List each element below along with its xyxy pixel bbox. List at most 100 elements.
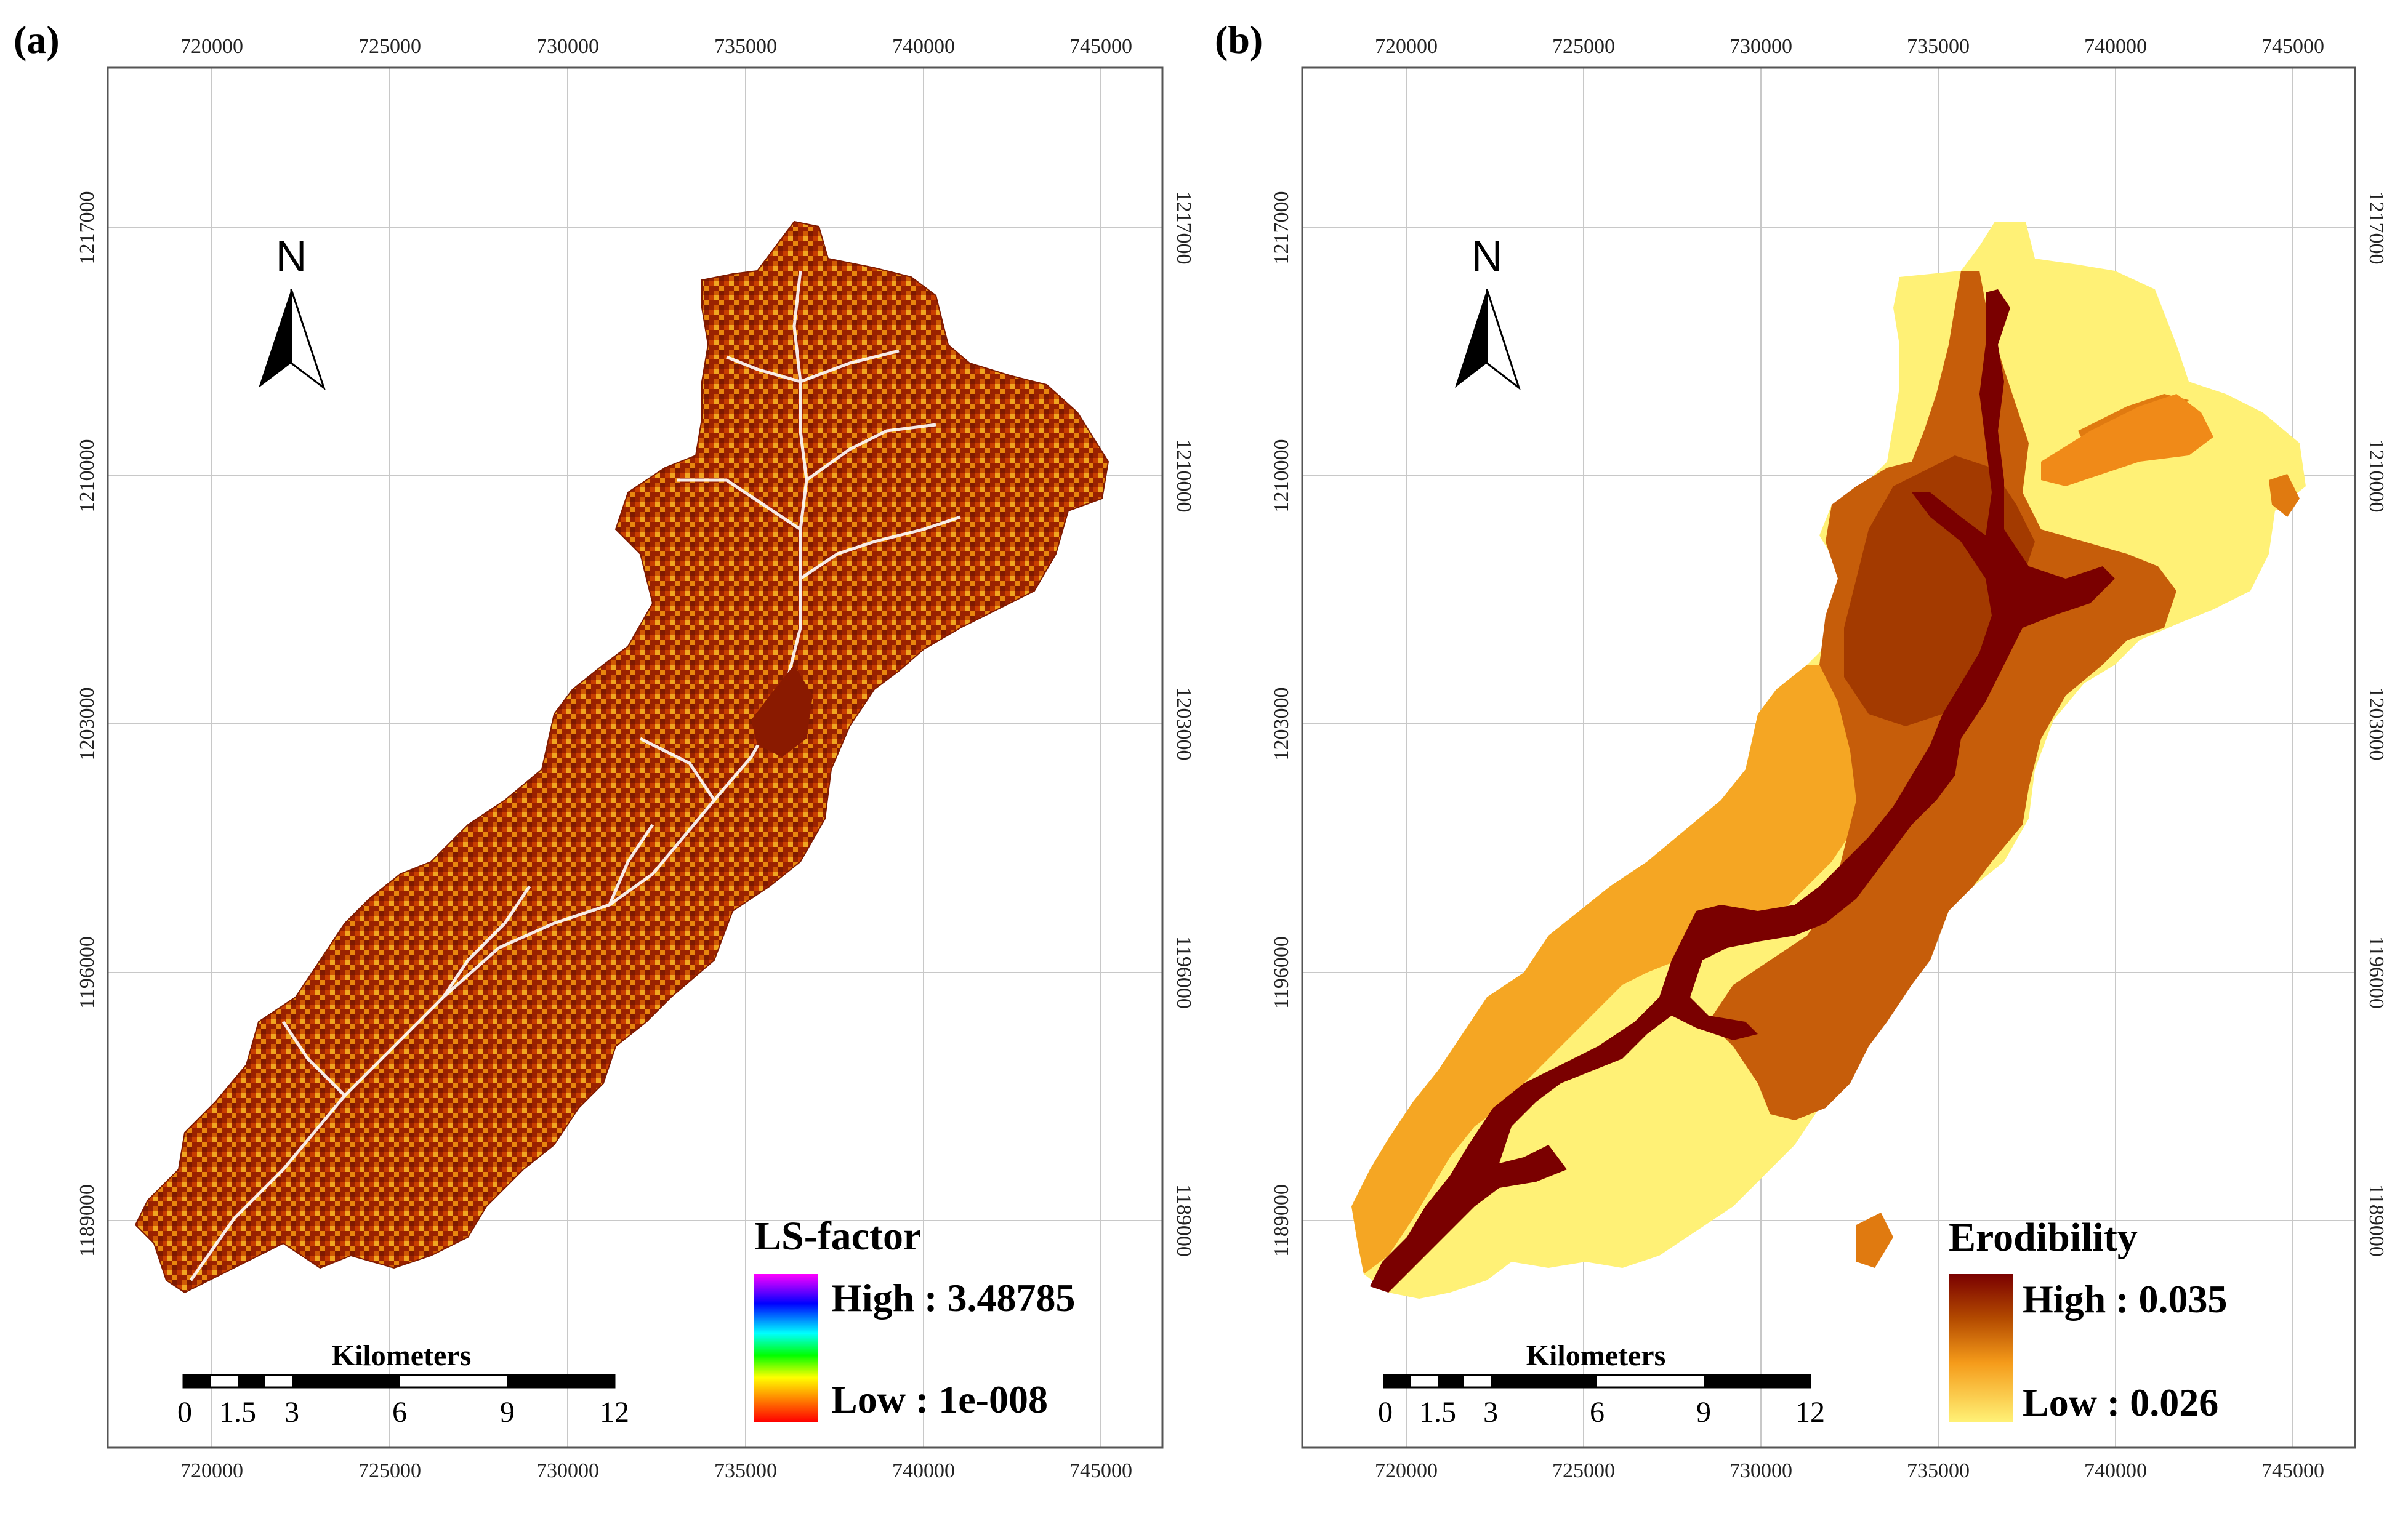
x-tick-label: 735000 (714, 35, 777, 58)
y-tick-label: 1203000 (76, 688, 99, 761)
y-tick-label: 1196000 (2365, 936, 2388, 1009)
scale-tick: 9 (500, 1396, 515, 1429)
scale-tick: 1.5 (219, 1396, 256, 1429)
y-axis-left: 1217000 1210000 1203000 1196000 1189000 (76, 191, 99, 1257)
map-panel-b: (b) (1204, 0, 2407, 1516)
map-panel-a: (a) (14, 18, 1195, 1482)
x-tick-label: 735000 (1907, 35, 1970, 58)
x-tick-label: 740000 (892, 35, 955, 58)
erodibility-map: 720000 725000 730000 735000 740000 74500… (1270, 35, 2388, 1482)
legend-gradient (754, 1274, 818, 1422)
y-axis-right: 1217000 1210000 1203000 1196000 1189000 (2365, 191, 2388, 1257)
x-axis-bottom: 720000 725000 730000 735000 740000 74500… (180, 1459, 1132, 1482)
scale-title: Kilometers (332, 1339, 472, 1372)
y-tick-label: 1210000 (1270, 439, 1293, 513)
soil-zone-medium (1856, 1213, 1893, 1268)
x-tick-label: 725000 (358, 35, 421, 58)
soil-zone-medium (2269, 474, 2300, 517)
map-frame (107, 66, 1164, 1449)
stream-network (189, 270, 961, 1281)
legend-low: Low : 1e-008 (831, 1378, 1048, 1421)
legend-gradient (1949, 1274, 2013, 1422)
panel-label: (b) (1215, 18, 1263, 62)
legend-high: High : 3.48785 (831, 1276, 1075, 1320)
y-tick-label: 1210000 (76, 439, 99, 513)
scale-title: Kilometers (1526, 1339, 1666, 1372)
map-frame (1301, 66, 2356, 1449)
north-arrow: N (1455, 232, 1521, 391)
x-axis-bottom: 720000 725000 730000 735000 740000 74500… (1375, 1459, 2324, 1482)
x-tick-label: 745000 (2261, 35, 2324, 58)
x-tick-label: 735000 (1907, 1459, 1970, 1482)
x-tick-label: 725000 (1552, 1459, 1615, 1482)
scale-tick: 3 (1483, 1396, 1498, 1429)
x-tick-label: 730000 (1729, 35, 1792, 58)
x-tick-label: 730000 (536, 35, 599, 58)
x-tick-label: 745000 (1069, 35, 1132, 58)
y-tick-label: 1196000 (1270, 936, 1293, 1009)
ls-factor-map: 720000 725000 730000 735000 740000 74500… (76, 35, 1195, 1482)
legend-high: High : 0.035 (2023, 1277, 2227, 1321)
scale-tick: 0 (177, 1396, 192, 1429)
north-label: N (1472, 232, 1503, 280)
x-axis-top: 720000 725000 730000 735000 740000 74500… (180, 35, 1132, 58)
legend: LS-factor High : 3.48785 Low : 1e-008 (754, 1214, 1075, 1422)
y-tick-label: 1189000 (2365, 1184, 2388, 1257)
panel-label: (a) (14, 18, 60, 62)
scale-bar: Kilometers 0 1.5 3 6 9 12 (177, 1339, 629, 1429)
y-tick-label: 1203000 (1172, 688, 1195, 761)
scale-tick: 9 (1696, 1396, 1711, 1429)
y-axis-right: 1217000 1210000 1203000 1196000 1189000 (1172, 191, 1195, 1257)
legend: Erodibility High : 0.035 Low : 0.026 (1949, 1215, 2227, 1424)
soil-zone-high (1844, 455, 2035, 726)
y-tick-label: 1217000 (1270, 191, 1293, 265)
x-tick-label: 720000 (1375, 35, 1438, 58)
y-tick-label: 1217000 (2365, 191, 2388, 265)
scale-tick: 12 (600, 1396, 629, 1429)
x-tick-label: 735000 (714, 1459, 777, 1482)
x-tick-label: 745000 (2261, 1459, 2324, 1482)
soil-zone-very-high (1370, 289, 2115, 1293)
x-axis-top: 720000 725000 730000 735000 740000 74500… (1375, 35, 2324, 58)
soil-zone-medium (1351, 662, 1936, 1274)
scale-tick: 6 (392, 1396, 407, 1429)
legend-title: Erodibility (1949, 1215, 2138, 1260)
scale-tick: 1.5 (1419, 1396, 1456, 1429)
x-tick-label: 740000 (2084, 1459, 2147, 1482)
legend-low: Low : 0.026 (2023, 1381, 2218, 1424)
x-tick-label: 720000 (1375, 1459, 1438, 1482)
y-tick-label: 1217000 (76, 191, 99, 265)
x-tick-label: 720000 (180, 1459, 243, 1482)
y-tick-label: 1189000 (76, 1184, 99, 1257)
outlet-area (751, 665, 813, 757)
y-tick-label: 1203000 (1270, 688, 1293, 761)
x-tick-label: 730000 (536, 1459, 599, 1482)
scale-tick: 3 (284, 1396, 299, 1429)
y-tick-label: 1189000 (1172, 1184, 1195, 1257)
scale-bar: Kilometers 0 1.5 3 6 9 12 (1378, 1339, 1825, 1429)
north-arrow: N (259, 232, 326, 391)
y-tick-label: 1196000 (1172, 936, 1195, 1009)
y-tick-label: 1210000 (2365, 439, 2388, 513)
scale-tick: 6 (1590, 1396, 1605, 1429)
x-tick-label: 725000 (358, 1459, 421, 1482)
y-tick-label: 1210000 (1172, 439, 1195, 513)
y-tick-label: 1189000 (1270, 1184, 1293, 1257)
x-tick-label: 745000 (1069, 1459, 1132, 1482)
x-tick-label: 740000 (2084, 35, 2147, 58)
y-axis-left: 1217000 1210000 1203000 1196000 1189000 (1270, 191, 1293, 1257)
x-tick-label: 725000 (1552, 35, 1615, 58)
x-tick-label: 740000 (892, 1459, 955, 1482)
north-arrow-icon (259, 289, 291, 388)
scale-tick: 12 (1795, 1396, 1825, 1429)
y-tick-label: 1203000 (2365, 688, 2388, 761)
legend-title: LS-factor (754, 1214, 921, 1259)
y-tick-label: 1217000 (1172, 191, 1195, 265)
y-tick-label: 1196000 (76, 936, 99, 1009)
x-tick-label: 720000 (180, 35, 243, 58)
scale-tick: 0 (1378, 1396, 1393, 1429)
north-label: N (276, 232, 307, 280)
watershed-ls-factor (134, 220, 1109, 1294)
north-arrow-icon (1455, 289, 1487, 388)
soil-zone-medium (2041, 394, 2213, 486)
